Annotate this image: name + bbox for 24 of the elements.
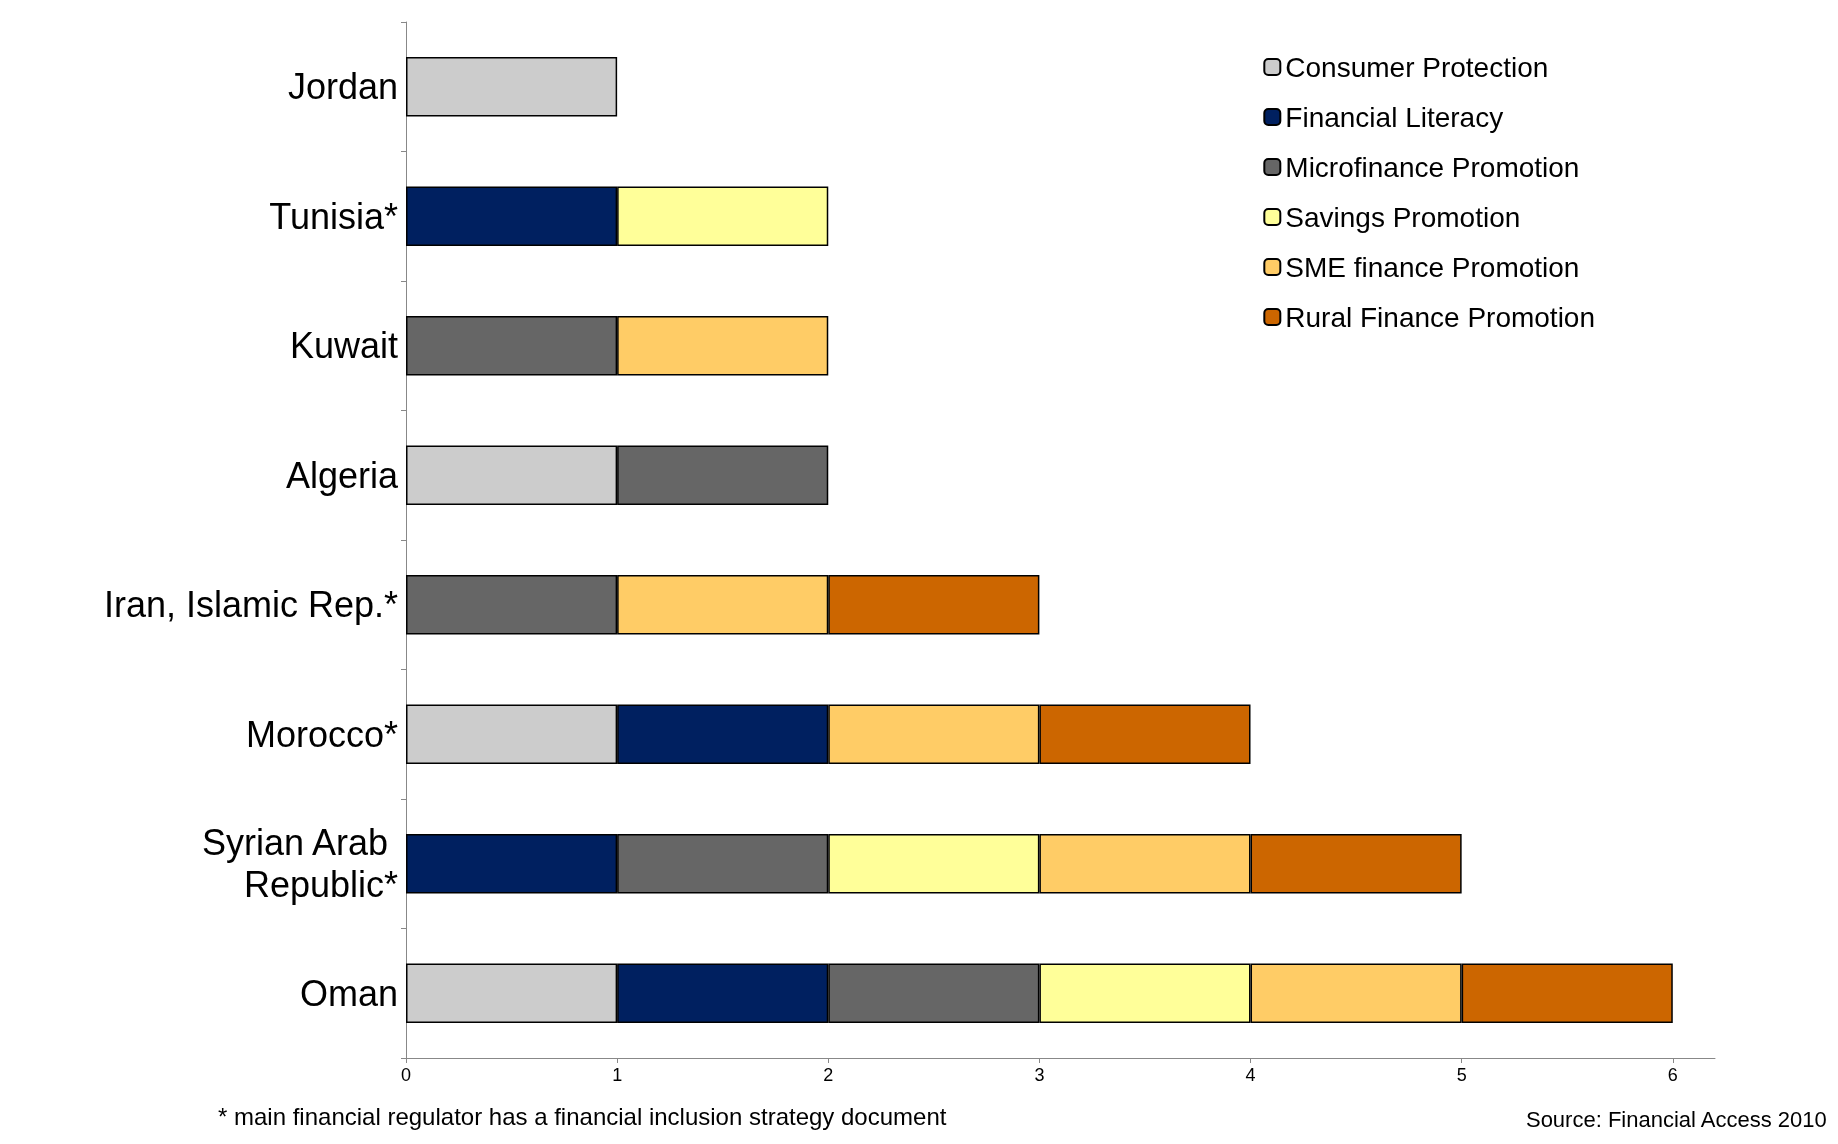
- legend-label: Microfinance Promotion: [1285, 151, 1580, 183]
- legend-label: SME finance Promotion: [1285, 251, 1580, 283]
- legend-label: Savings Promotion: [1285, 201, 1521, 233]
- x-tick-label: 0: [400, 1065, 412, 1085]
- y-tick-label: Morocco*: [245, 713, 398, 755]
- y-tick-label: Iran, Islamic Rep.*: [103, 584, 398, 626]
- y-tick-label: Jordan: [287, 66, 398, 108]
- y-tick-label: Algeria: [285, 454, 399, 496]
- text: * main financial regulator has a financial inclusion strategy document: [218, 1102, 947, 1130]
- x-tick-label: 2: [823, 1065, 834, 1085]
- x-tick-label: 6: [1667, 1065, 1678, 1085]
- legend-label: Rural Finance Promotion: [1285, 301, 1596, 333]
- y-tick-label: Tunisia*: [269, 195, 398, 237]
- x-tick-label: 1: [612, 1065, 623, 1085]
- x-tick-label: 4: [1245, 1065, 1256, 1085]
- bar: [406, 56, 618, 117]
- legend-label: Consumer Protection: [1285, 51, 1549, 83]
- x-tick-label: 5: [1456, 1065, 1467, 1085]
- source-note: Source: Financial Access 2010: [1525, 1106, 1827, 1132]
- legend-label: Financial Literacy: [1285, 101, 1504, 133]
- y-tick-label: Kuwait: [289, 325, 398, 367]
- x-tick-label: 3: [1034, 1065, 1045, 1085]
- y-tick-label: Oman: [299, 972, 398, 1014]
- y-tick-label: Syrian Arab Republic*: [201, 822, 398, 906]
